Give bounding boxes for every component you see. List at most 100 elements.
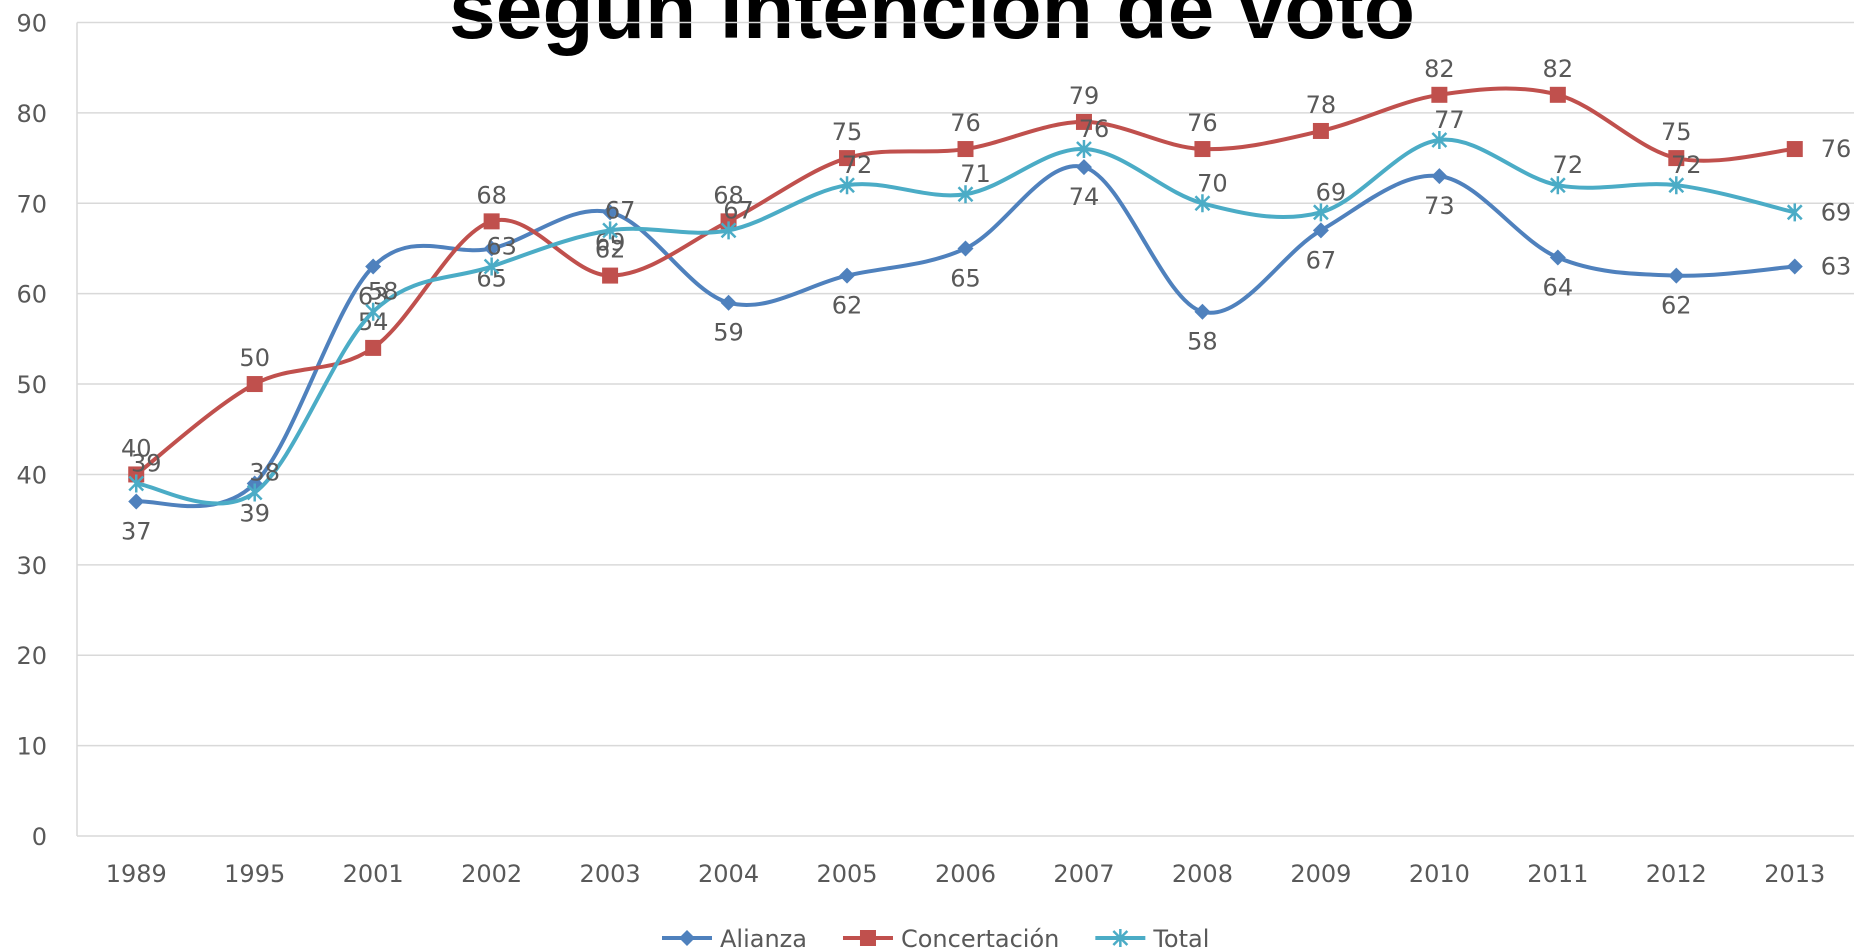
data-label: 69: [1821, 198, 1852, 226]
data-label: 64: [1543, 274, 1574, 302]
marker: [1194, 303, 1211, 320]
marker: [1075, 159, 1092, 176]
marker: [602, 221, 618, 240]
data-label: 50: [239, 344, 270, 372]
marker: [128, 474, 145, 493]
x-tick-label: 2011: [1527, 860, 1588, 888]
x-tick-label: 1995: [224, 860, 285, 888]
data-label: 62: [595, 236, 626, 264]
data-label: 67: [1306, 246, 1337, 274]
y-tick-label: 10: [16, 733, 47, 761]
marker: [1786, 203, 1803, 222]
legend-item: Alianza: [662, 925, 807, 952]
data-label: 72: [1671, 151, 1702, 179]
data-label: 40: [121, 434, 152, 462]
chart-title: según intención de voto: [449, 0, 1415, 56]
data-label: 67: [723, 196, 754, 224]
marker: [1668, 176, 1685, 195]
marker: [1668, 150, 1685, 167]
x-tick-label: 2004: [698, 860, 759, 888]
data-label: 68: [476, 181, 507, 209]
data-label: 76: [1079, 115, 1110, 143]
data-label: 72: [1553, 151, 1584, 179]
marker: [839, 150, 856, 167]
data-label: 82: [1543, 55, 1574, 83]
marker: [1431, 131, 1448, 150]
x-tick-label: 1989: [106, 860, 167, 888]
data-label: 70: [1197, 169, 1228, 197]
data-label: 76: [950, 109, 981, 137]
marker: [1431, 86, 1448, 103]
marker: [839, 267, 856, 284]
y-tick-label: 60: [16, 281, 47, 309]
y-tick-label: 30: [16, 552, 47, 580]
marker: [365, 302, 382, 321]
legend-label: Alianza: [720, 925, 807, 952]
x-tick-label: 2010: [1409, 860, 1470, 888]
marker: [957, 141, 974, 158]
x-tick-label: 2012: [1646, 860, 1707, 888]
data-label: 67: [605, 196, 636, 224]
marker: [1312, 122, 1329, 139]
marker: [1312, 222, 1329, 239]
data-label: 74: [1069, 183, 1100, 211]
x-tick-label: 2005: [816, 860, 877, 888]
marker: [128, 493, 145, 510]
data-label: 62: [832, 292, 863, 320]
marker: [1786, 141, 1803, 158]
series-line: [135, 86, 1795, 477]
marker: [602, 267, 619, 284]
marker: [1194, 194, 1211, 213]
x-tick-label: 2006: [935, 860, 996, 888]
data-label: 73: [1424, 192, 1455, 220]
data-label: 72: [842, 151, 873, 179]
marker: [483, 213, 500, 230]
marker: [602, 204, 619, 221]
marker: [1194, 141, 1211, 158]
marker: [1549, 249, 1566, 266]
marker: [365, 258, 382, 275]
marker: [1313, 203, 1329, 222]
data-label: 76: [1187, 109, 1218, 137]
data-label: 79: [1069, 82, 1100, 110]
data-label: 62: [1661, 292, 1692, 320]
marker: [1431, 168, 1448, 185]
data-label: 39: [239, 499, 270, 527]
x-tick-label: 2003: [580, 860, 641, 888]
marker: [839, 176, 855, 195]
marker: [1668, 267, 1685, 284]
marker: [1076, 140, 1092, 159]
data-label: 75: [832, 118, 863, 146]
marker: [957, 240, 974, 257]
marker: [859, 930, 876, 946]
data-label: 75: [1661, 118, 1692, 146]
marker: [246, 376, 263, 393]
data-label: 38: [249, 459, 280, 487]
marker: [246, 483, 263, 502]
marker: [1549, 86, 1566, 103]
marker: [483, 257, 500, 276]
x-tick-label: 2007: [1053, 860, 1114, 888]
data-label: 63: [1821, 253, 1852, 281]
data-label: 59: [713, 319, 744, 347]
marker: [679, 930, 695, 946]
x-tick-label: 2013: [1764, 860, 1825, 888]
legend-item: Concertación: [842, 925, 1059, 952]
marker: [957, 185, 974, 204]
data-label: 37: [121, 518, 152, 546]
y-tick-label: 0: [32, 823, 47, 851]
data-label: 58: [368, 278, 399, 306]
y-tick-label: 20: [16, 642, 47, 670]
marker: [365, 339, 382, 356]
data-label: 63: [486, 233, 517, 261]
data-label: 82: [1424, 55, 1455, 83]
x-tick-label: 2002: [461, 860, 522, 888]
marker: [1075, 113, 1092, 130]
data-label: 58: [1187, 328, 1218, 356]
y-tick-label: 50: [16, 371, 47, 399]
data-label: 68: [713, 181, 744, 209]
legend-item: Total: [1095, 925, 1209, 952]
y-tick-label: 90: [16, 10, 47, 38]
y-tick-label: 40: [16, 461, 47, 489]
